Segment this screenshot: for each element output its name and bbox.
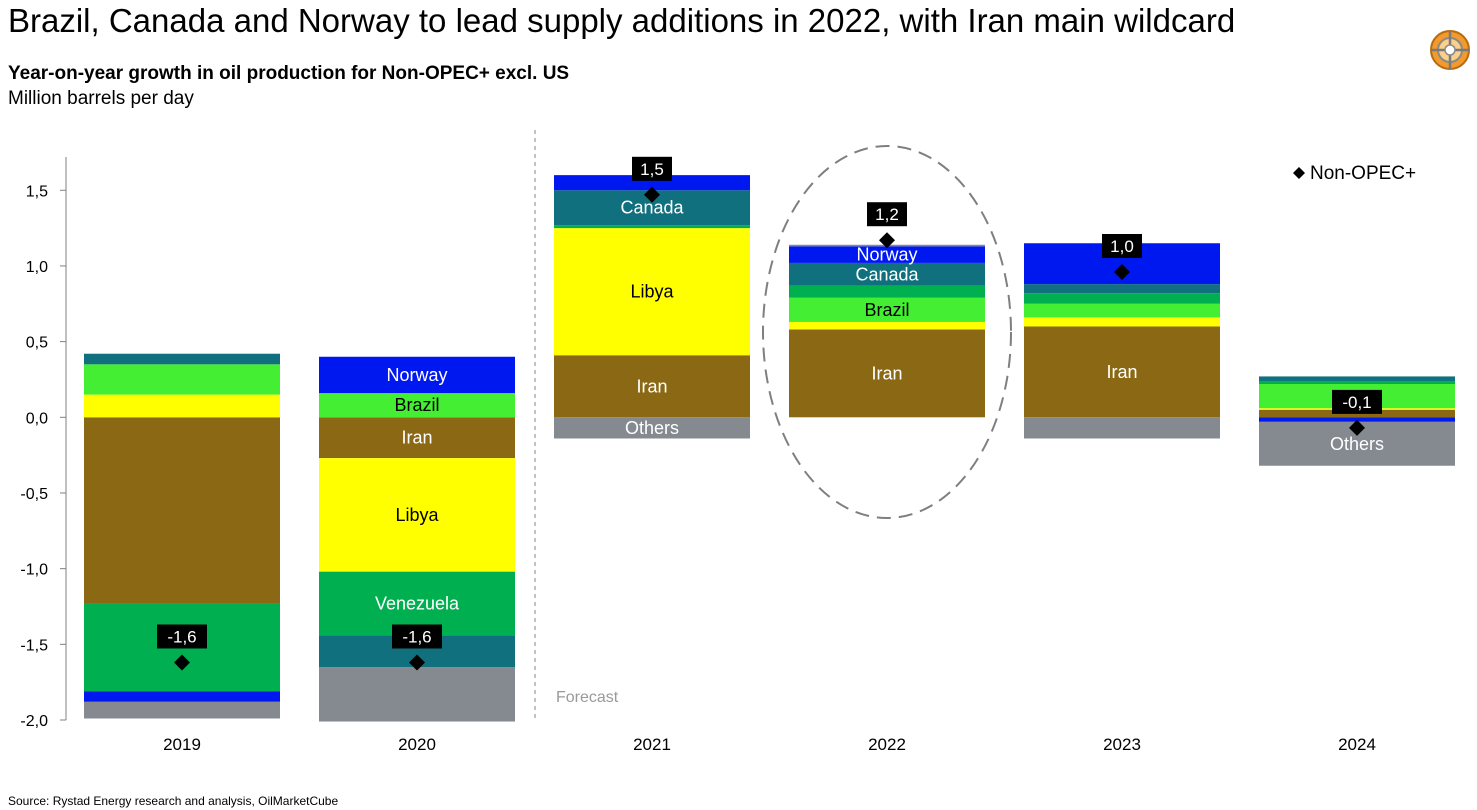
- bar-segment-venezuela-2022: [789, 285, 985, 298]
- segment-label-brazil-2020: Brazil: [394, 395, 439, 415]
- segment-label-iran-2021: Iran: [636, 376, 667, 396]
- total-marker-2024: [1349, 419, 1365, 436]
- total-marker-2021: [644, 186, 660, 203]
- segment-label-norway-2020: Norway: [386, 365, 447, 385]
- chart-title: Brazil, Canada and Norway to lead supply…: [8, 2, 1236, 39]
- bar-segment-iran-2019: [84, 417, 280, 604]
- bar-segment-libya-2023: [1024, 317, 1220, 327]
- x-tick-label-2020: 2020: [398, 735, 436, 754]
- bar-segment-norway-2024: [1259, 417, 1455, 422]
- chart-subtitle: Year-on-year growth in oil production fo…: [8, 63, 570, 84]
- bar-segment-iran-2022: [789, 329, 985, 418]
- total-marker-2020: [409, 654, 425, 671]
- total-label-2023: 1,0: [1110, 237, 1134, 256]
- bar-segment-norway-2022: [789, 246, 985, 263]
- bar-segment-norway-2021: [554, 175, 750, 191]
- x-tick-label-2019: 2019: [163, 735, 201, 754]
- segment-label-libya-2020: Libya: [395, 505, 439, 525]
- total-label-2020: -1,6: [402, 627, 431, 646]
- x-tick-label-2021: 2021: [633, 735, 671, 754]
- bar-segment-brazil-2019: [84, 364, 280, 395]
- total-label-2024: -0,1: [1342, 393, 1371, 412]
- stacked-bar-chart: -2,0 -1,5 -1,0 -0,5 0,0 0,5 1,0 1,5 Forecast Norw…: [20, 130, 1455, 754]
- segment-label-canada-2021: Canada: [620, 198, 684, 218]
- y-tick-label: -1,5: [20, 637, 48, 654]
- x-tick-label-2023: 2023: [1103, 735, 1141, 754]
- y-tick-label: 1,5: [26, 183, 48, 200]
- bar-segment-brazil-2020: [319, 393, 515, 418]
- total-label-2021: 1,5: [640, 160, 664, 179]
- bar-segment-brazil-2023: [1024, 303, 1220, 318]
- total-label-box-2019: [157, 624, 207, 649]
- bar-segment-others-2023: [1024, 417, 1220, 439]
- bar-segment-brazil-2022: [789, 297, 985, 322]
- total-label-box-2023: [1102, 234, 1142, 258]
- bar-segment-iran-2023: [1024, 326, 1220, 418]
- bar-segment-libya-2021: [554, 228, 750, 356]
- bar-segment-libya-2022: [789, 321, 985, 330]
- segment-label-iran-2023: Iran: [1106, 362, 1137, 382]
- segment-label-others-2024: Others: [1330, 434, 1384, 454]
- total-label-box-2022: [867, 202, 907, 227]
- segment-label-iran-2022: Iran: [871, 363, 902, 383]
- bar-segment-libya-2019: [84, 394, 280, 418]
- bar-segment-norway-2020: [319, 356, 515, 394]
- total-label-2019: -1,6: [167, 627, 196, 646]
- y-tick-label: -0,5: [20, 486, 48, 503]
- bar-segment-iran-2021: [554, 355, 750, 418]
- y-tick-label: -1,0: [20, 562, 48, 579]
- legend-marker: [1293, 167, 1305, 179]
- bar-segment-others-2021: [554, 417, 750, 439]
- bar-segment-canada-2019: [84, 353, 280, 365]
- bar-segment-venezuela-2024: [1259, 380, 1455, 384]
- bar-segment-venezuela-2023: [1024, 293, 1220, 304]
- y-tick-label: 0,5: [26, 335, 48, 352]
- bar-segment-norway-2019: [84, 691, 280, 702]
- x-tick-label-2024: 2024: [1338, 735, 1376, 754]
- segment-label-brazil-2022: Brazil: [864, 300, 909, 320]
- segment-label-libya-2021: Libya: [630, 282, 674, 302]
- legend-label: Non-OPEC+: [1310, 163, 1416, 184]
- y-tick-label: -2,0: [20, 713, 48, 730]
- total-label-box-2024: [1332, 389, 1382, 414]
- unit-label: Million barrels per day: [8, 88, 194, 109]
- bar-segment-canada-2022: [789, 262, 985, 286]
- total-marker-2022: [879, 232, 895, 249]
- bar-segment-canada-2024: [1259, 376, 1455, 381]
- bar-segment-others-2020: [319, 667, 515, 722]
- segment-label-venezuela-2020: Venezuela: [375, 593, 460, 613]
- forecast-label: Forecast: [556, 689, 619, 706]
- bar-segment-libya-2020: [319, 458, 515, 572]
- segment-label-others-2021: Others: [625, 418, 679, 438]
- total-label-2022: 1,2: [875, 205, 899, 224]
- highlight-ellipse: [762, 145, 1012, 519]
- bar-segment-canada-2023: [1024, 284, 1220, 294]
- segment-label-norway-2022: Norway: [856, 245, 917, 265]
- total-marker-2019: [174, 654, 190, 671]
- total-label-box-2020: [392, 624, 442, 649]
- y-tick-label: 0,0: [26, 410, 48, 427]
- bar-segment-venezuela-2021: [554, 225, 750, 229]
- segment-label-iran-2020: Iran: [401, 428, 432, 448]
- source-note: Source: Rystad Energy research and analy…: [8, 794, 339, 808]
- x-tick-label-2022: 2022: [868, 735, 906, 754]
- total-label-box-2021: [632, 156, 672, 181]
- globe-logo-icon: [1430, 30, 1470, 70]
- total-marker-2023: [1114, 264, 1130, 280]
- segment-label-canada-2022: Canada: [855, 264, 919, 284]
- bar-segment-iran-2020: [319, 417, 515, 459]
- y-tick-label: 1,0: [26, 259, 48, 276]
- bar-segment-others-2019: [84, 701, 280, 719]
